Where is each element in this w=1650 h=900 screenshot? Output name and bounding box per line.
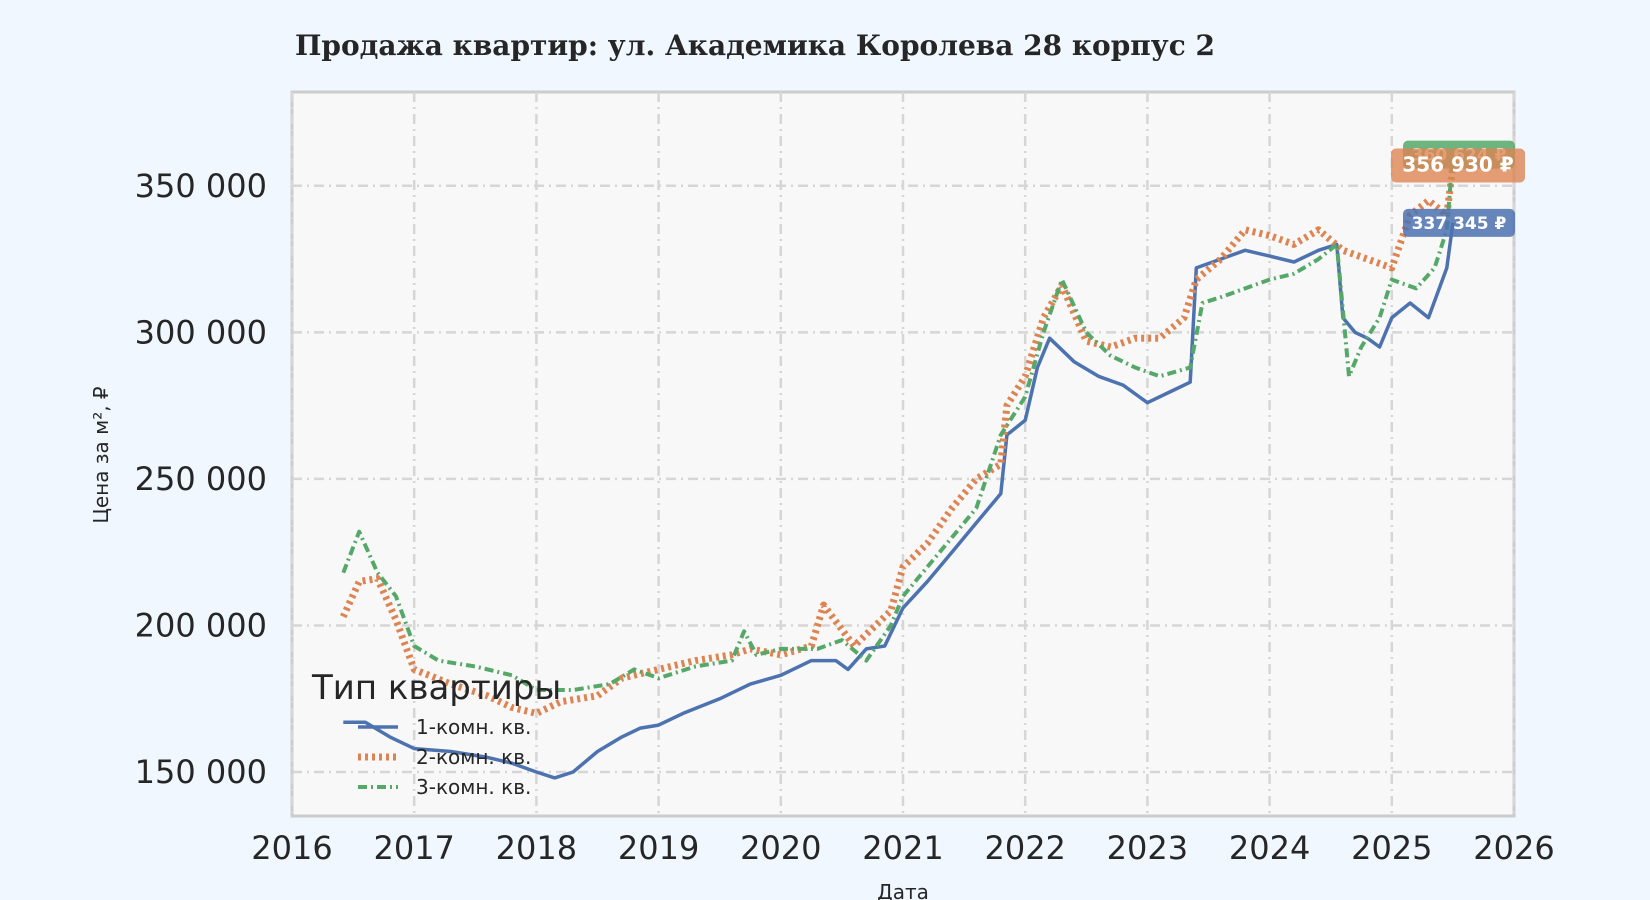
- legend-label: 1-комн. кв.: [416, 715, 531, 739]
- x-tick-label: 2018: [496, 829, 577, 867]
- y-tick-label: 250 000: [135, 460, 267, 498]
- x-tick-label: 2024: [1229, 829, 1310, 867]
- end-label-text: 356 930 ₽: [1402, 152, 1513, 176]
- x-tick-label: 2022: [984, 829, 1065, 867]
- x-tick-label: 2019: [618, 829, 699, 867]
- series-group: [340, 154, 1457, 780]
- y-tick-label: 200 000: [135, 606, 267, 644]
- x-axis-label: Дата: [877, 880, 929, 900]
- legend-item-3: 3-комн. кв.: [358, 775, 531, 799]
- y-tick-label: 300 000: [135, 313, 267, 351]
- ticks: 2016 2017 2018 2019 2020 2021 2022 2023 2024 2025…: [135, 167, 1555, 867]
- x-tick-label: 2020: [740, 829, 821, 867]
- legend: Тип квартиры 1-комн. кв. 2-комн. кв. 3-ком…: [311, 668, 561, 799]
- end-label-box: [1391, 148, 1525, 183]
- legend-label: 2-комн. кв.: [416, 745, 531, 769]
- grid: [290, 92, 1516, 816]
- legend-item-2: 2-комн. кв.: [358, 745, 531, 769]
- series-line-3: [341, 154, 1455, 692]
- x-tick-label: 2021: [862, 829, 943, 867]
- y-axis-label: Цена за м², ₽: [89, 386, 113, 524]
- legend-items: 1-комн. кв. 2-комн. кв. 3-комн. кв.: [358, 715, 531, 799]
- x-tick-label: 2016: [251, 829, 332, 867]
- x-tick-label: 2026: [1473, 829, 1554, 867]
- series-line-2: [340, 165, 1457, 717]
- end-label-box: [1403, 208, 1515, 237]
- y-tick-label: 150 000: [135, 753, 267, 791]
- x-tick-label: 2025: [1351, 829, 1432, 867]
- end-label-2: 356 930 ₽: [1391, 148, 1525, 183]
- legend-title: Тип квартиры: [311, 668, 561, 708]
- x-tick-label: 2023: [1107, 829, 1188, 867]
- x-tick-label: 2017: [373, 829, 454, 867]
- legend-label: 3-комн. кв.: [416, 775, 531, 799]
- end-label-text: 337 345 ₽: [1412, 214, 1507, 234]
- y-tick-label: 350 000: [135, 167, 267, 205]
- legend-item-1: 1-комн. кв.: [358, 715, 531, 739]
- end-label-1: 337 345 ₽: [1403, 208, 1515, 237]
- end-labels: 360 624 ₽356 930 ₽337 345 ₽: [1391, 140, 1525, 237]
- chart-title: Продажа квартир: ул. Академика Королева …: [295, 29, 1215, 62]
